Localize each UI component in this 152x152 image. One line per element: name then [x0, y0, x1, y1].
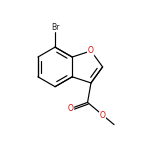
- Bar: [87, 48, 95, 54]
- Bar: [67, 105, 74, 112]
- Text: O: O: [100, 111, 106, 120]
- Text: O: O: [88, 46, 94, 55]
- Bar: [99, 112, 106, 118]
- Text: Br: Br: [51, 23, 59, 32]
- Bar: [50, 24, 60, 31]
- Text: O: O: [68, 104, 74, 113]
